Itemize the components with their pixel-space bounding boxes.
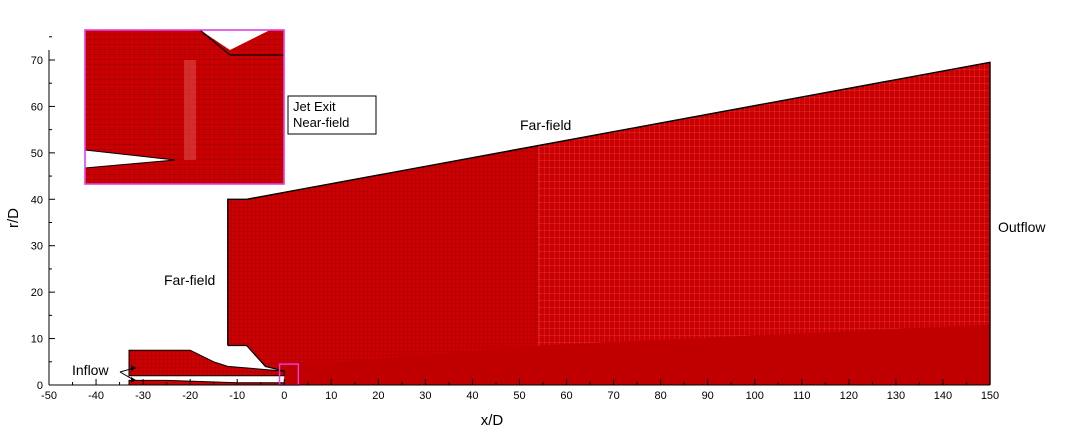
y-tick-label: 50	[31, 148, 43, 160]
y-tick-label: 0	[37, 380, 43, 392]
y-tick-label: 40	[31, 194, 43, 206]
x-tick-label: 150	[981, 390, 999, 402]
inset-caption-line2: Near-field	[293, 115, 349, 130]
axes: -50 -40 -30 -20 -10 0 10 20 30 40 50 60 70 80 90 100 110…	[31, 36, 999, 402]
x-tick-label: 120	[840, 390, 858, 402]
x-tick-label: 20	[372, 390, 384, 402]
inset-near-field	[84, 29, 285, 185]
far-field-top-label: Far-field	[520, 117, 571, 133]
x-tick-label: 110	[793, 390, 811, 402]
x-tick-label: 100	[746, 390, 764, 402]
inset-upper-cut	[85, 30, 270, 50]
x-tick-label: -30	[135, 390, 151, 402]
x-tick-label: -10	[229, 390, 245, 402]
x-tick-label: 30	[419, 390, 431, 402]
inset-caption-line1: Jet Exit	[293, 99, 336, 114]
x-tick-label: 50	[513, 390, 525, 402]
far-field-left-label: Far-field	[164, 272, 215, 288]
x-tick-label: -50	[41, 390, 57, 402]
mesh-near-region	[227, 145, 539, 385]
inflow-arrows	[119, 365, 136, 383]
nozzle-outer-wall	[227, 344, 285, 372]
inset-dense-band	[184, 60, 196, 160]
mesh-shear-layer	[284, 324, 990, 385]
outflow-label: Outflow	[998, 219, 1046, 235]
x-tick-label: 140	[934, 390, 952, 402]
mesh-far-region	[538, 62, 990, 386]
x-axis-label: x/D	[481, 412, 504, 429]
y-tick-label: 10	[31, 334, 43, 346]
y-tick-label: 70	[31, 55, 43, 67]
y-tick-label: 20	[31, 287, 43, 299]
x-tick-label: -40	[88, 390, 104, 402]
y-tick-label: 30	[31, 241, 43, 253]
nozzle-annulus-mesh	[128, 349, 285, 377]
x-tick-label: 90	[702, 390, 714, 402]
x-tick-label: 80	[655, 390, 667, 402]
x-tick-label: -20	[182, 390, 198, 402]
domain-boundary	[227, 61, 991, 385]
x-tick-label: 60	[560, 390, 572, 402]
inset-caption-box: Jet Exit Near-field	[287, 95, 377, 135]
x-tick-label: 70	[607, 390, 619, 402]
main-mesh	[227, 61, 991, 386]
x-tick-label: 10	[325, 390, 337, 402]
inset-frame	[84, 29, 285, 185]
x-tick-label: 130	[887, 390, 905, 402]
y-axis-label: r/D	[5, 208, 22, 228]
x-tick-label: 40	[466, 390, 478, 402]
inflow-label: Inflow	[72, 362, 109, 378]
x-tick-label: 0	[281, 390, 287, 402]
y-tick-label: 60	[31, 101, 43, 113]
inset-lip-outline	[199, 29, 284, 56]
